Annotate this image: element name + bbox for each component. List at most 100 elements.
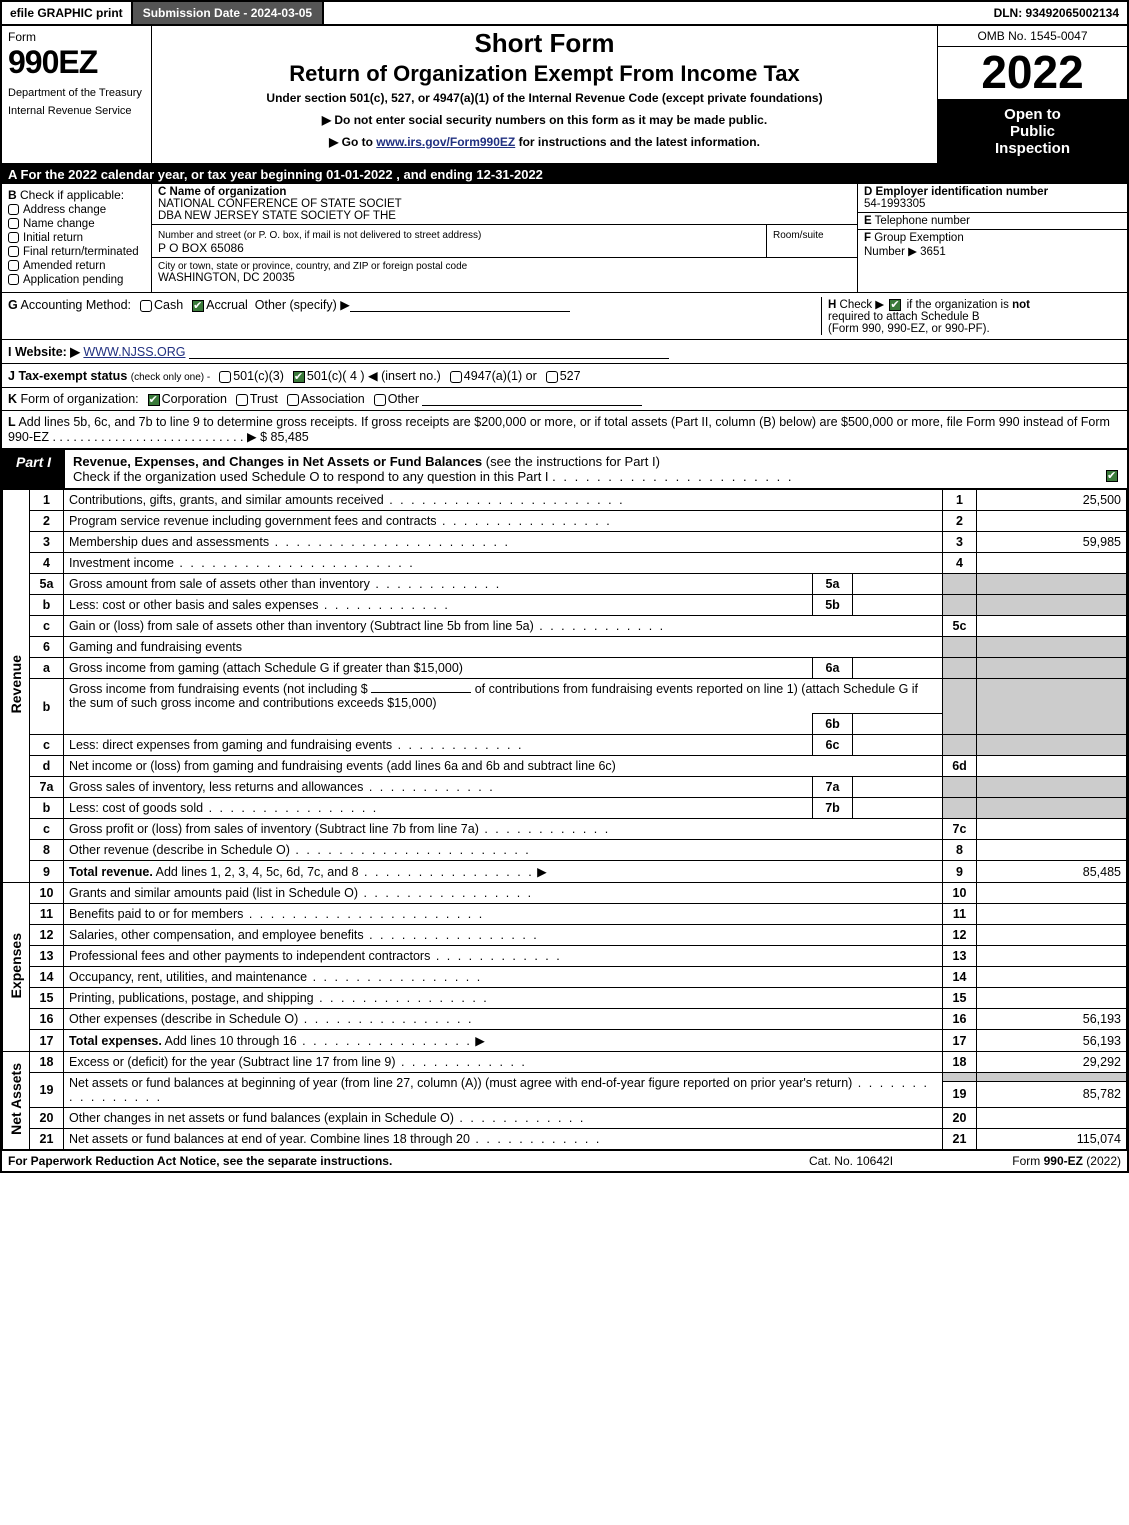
return-title: Return of Organization Exempt From Incom…	[158, 61, 931, 87]
line-rnum: 5c	[943, 616, 977, 637]
l-arrow: ▶ $	[247, 430, 267, 444]
shaded-cell	[977, 679, 1127, 735]
line-13: 13 Professional fees and other payments …	[3, 946, 1127, 967]
line-text: Other expenses (describe in Schedule O)	[64, 1009, 943, 1030]
checkbox-icon[interactable]	[236, 394, 248, 406]
line-1: Revenue 1 Contributions, gifts, grants, …	[3, 490, 1127, 511]
part-i-desc: Revenue, Expenses, and Changes in Net As…	[65, 450, 1097, 488]
line-num: 17	[30, 1030, 64, 1052]
checkbox-icon[interactable]	[450, 371, 462, 383]
line-num: 16	[30, 1009, 64, 1030]
c-label: C	[158, 186, 166, 198]
line-value	[977, 1108, 1127, 1129]
line-text: Investment income	[64, 553, 943, 574]
checked-icon[interactable]	[148, 394, 160, 406]
line-rnum: 18	[943, 1052, 977, 1073]
subline-num: 7a	[813, 777, 853, 798]
line-rnum: 13	[943, 946, 977, 967]
b-opt-amended[interactable]: Amended return	[8, 260, 145, 272]
netassets-side-label: Net Assets	[3, 1052, 30, 1150]
checkbox-icon[interactable]	[219, 371, 231, 383]
line-value	[977, 840, 1127, 861]
g-other-blank[interactable]	[350, 298, 570, 312]
line-rnum: 12	[943, 925, 977, 946]
row-g: G Accounting Method: Cash Accrual Other …	[8, 297, 821, 335]
checkbox-icon[interactable]	[8, 232, 19, 243]
line-value	[977, 967, 1127, 988]
shaded-cell	[977, 595, 1127, 616]
footer-right: Form 990-EZ (2022)	[941, 1154, 1121, 1168]
checkbox-icon[interactable]	[374, 394, 386, 406]
b-opt-pending[interactable]: Application pending	[8, 274, 145, 286]
c-name-row: C Name of organization NATIONAL CONFEREN…	[152, 184, 857, 225]
part-i-title: Revenue, Expenses, and Changes in Net As…	[73, 454, 482, 469]
shaded-cell	[977, 574, 1127, 595]
checked-icon[interactable]	[192, 300, 204, 312]
subline-value	[853, 735, 943, 756]
submission-date-label: Submission Date - 2024-03-05	[133, 2, 324, 24]
line-9: 9 Total revenue. Add lines 1, 2, 3, 4, 5…	[3, 861, 1127, 883]
b-opt-name[interactable]: Name change	[8, 218, 145, 230]
row-g-h: G Accounting Method: Cash Accrual Other …	[2, 293, 1127, 340]
box-f: F Group Exemption Number ▶ 3651	[858, 230, 1127, 292]
line-value	[977, 988, 1127, 1009]
line-rnum: 8	[943, 840, 977, 861]
checkbox-icon[interactable]	[8, 204, 19, 215]
checkbox-icon[interactable]	[8, 260, 19, 271]
line-num: d	[30, 756, 64, 777]
checkbox-icon[interactable]	[8, 274, 19, 285]
line-rnum: 3	[943, 532, 977, 553]
checked-icon[interactable]	[889, 299, 901, 311]
line-6a: a Gross income from gaming (attach Sched…	[3, 658, 1127, 679]
shaded-cell	[977, 1073, 1127, 1082]
checkbox-icon[interactable]	[8, 246, 19, 257]
header-left: Form 990EZ Department of the Treasury In…	[2, 26, 152, 163]
j-text: Tax-exempt status	[18, 369, 127, 383]
website-link[interactable]: WWW.NJSS.ORG	[83, 345, 185, 359]
checked-icon[interactable]	[293, 371, 305, 383]
b-opt-address[interactable]: Address change	[8, 204, 145, 216]
k-other-blank[interactable]	[422, 392, 642, 406]
line-value: 56,193	[977, 1030, 1127, 1052]
checkbox-icon[interactable]	[8, 218, 19, 229]
line-text: Gross income from gaming (attach Schedul…	[64, 658, 813, 679]
line-text: Gross sales of inventory, less returns a…	[64, 777, 813, 798]
k-label: K	[8, 392, 17, 406]
checked-icon[interactable]	[1106, 470, 1118, 482]
part-i-checkbox[interactable]	[1097, 450, 1127, 488]
line-17: 17 Total expenses. Add lines 10 through …	[3, 1030, 1127, 1052]
efile-print-label[interactable]: efile GRAPHIC print	[2, 2, 133, 24]
h-not: not	[1012, 299, 1030, 311]
street-label: Number and street (or P. O. box, if mail…	[158, 230, 481, 241]
line-text: Contributions, gifts, grants, and simila…	[64, 490, 943, 511]
goto-line: ▶ Go to www.irs.gov/Form990EZ for instru…	[158, 135, 931, 149]
line-text: Membership dues and assessments	[64, 532, 943, 553]
checkbox-icon[interactable]	[287, 394, 299, 406]
footer-left: For Paperwork Reduction Act Notice, see …	[8, 1154, 761, 1168]
line-num: b	[30, 595, 64, 616]
line-5c: c Gain or (loss) from sale of assets oth…	[3, 616, 1127, 637]
b-opt-initial[interactable]: Initial return	[8, 232, 145, 244]
line-16: 16 Other expenses (describe in Schedule …	[3, 1009, 1127, 1030]
irs-link[interactable]: www.irs.gov/Form990EZ	[376, 135, 515, 149]
topbar: efile GRAPHIC print Submission Date - 20…	[2, 2, 1127, 26]
checkbox-icon[interactable]	[140, 300, 152, 312]
checkbox-icon[interactable]	[546, 371, 558, 383]
f-text2: Number ▶	[864, 246, 917, 258]
b-opt-final[interactable]: Final return/terminated	[8, 246, 145, 258]
f-label: F	[864, 232, 871, 244]
box-e: E Telephone number	[858, 213, 1127, 230]
dept-treasury: Department of the Treasury	[8, 87, 145, 99]
header-mid: Short Form Return of Organization Exempt…	[152, 26, 937, 163]
line-text: Gain or (loss) from sale of assets other…	[64, 616, 943, 637]
line-text: Net income or (loss) from gaming and fun…	[64, 756, 943, 777]
subline-value	[853, 574, 943, 595]
line-3: 3 Membership dues and assessments 3 59,9…	[3, 532, 1127, 553]
k-other: Other	[388, 392, 419, 406]
form-number: 990EZ	[8, 44, 145, 81]
contrib-blank[interactable]	[371, 692, 471, 693]
g-text: Accounting Method:	[21, 298, 132, 312]
line-5a: 5a Gross amount from sale of assets othe…	[3, 574, 1127, 595]
line-text: Gross amount from sale of assets other t…	[64, 574, 813, 595]
line-num: a	[30, 658, 64, 679]
